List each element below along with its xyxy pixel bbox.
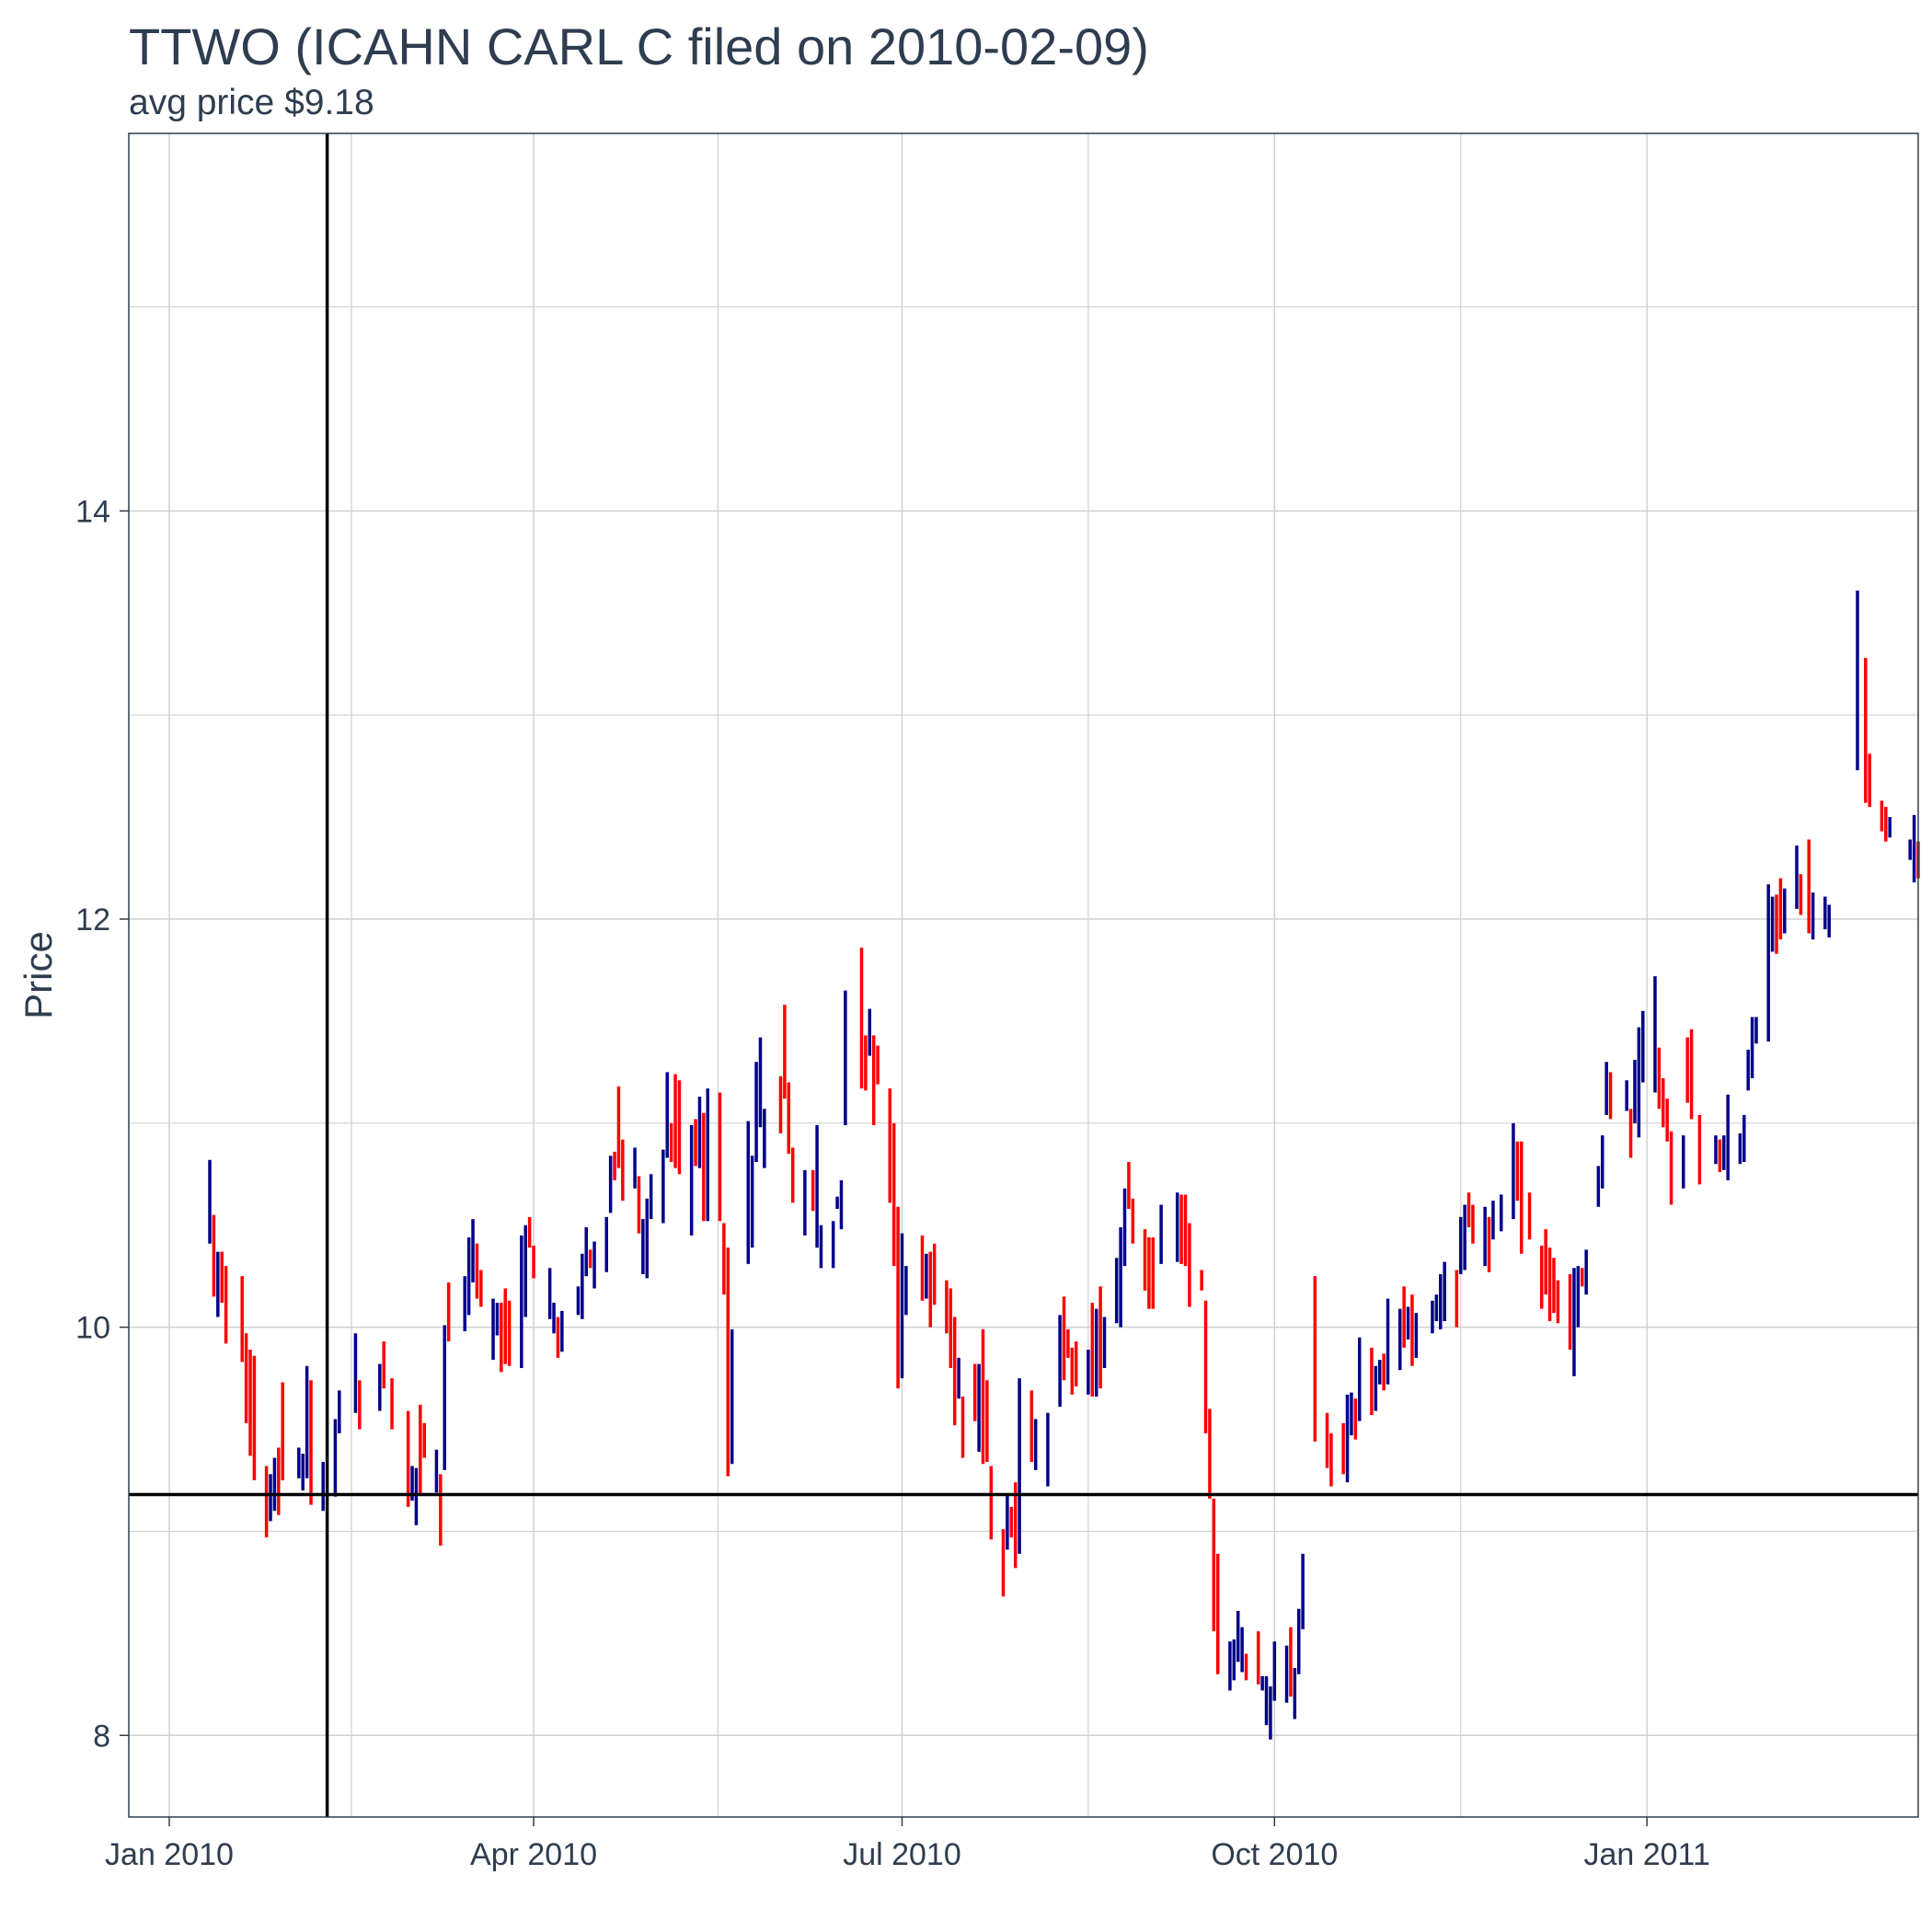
chart-title: TTWO (ICAHN CARL C filed on 2010-02-09) [129, 17, 1149, 75]
x-tick-label-0: Jan 2010 [105, 1837, 234, 1872]
chart-subtitle: avg price $9.18 [129, 83, 374, 122]
y-tick-label-0: 8 [93, 1719, 110, 1754]
y-tick-label-2: 12 [75, 903, 110, 937]
y-axis-title: Price [17, 931, 60, 1019]
y-axis: 8 10 12 14 [75, 494, 129, 1754]
x-tick-label-4: Jan 2011 [1583, 1837, 1709, 1872]
panel-border [128, 132, 1919, 1818]
x-tick-label-2: Jul 2010 [843, 1837, 961, 1872]
x-axis: Jan 2010 Apr 2010 Jul 2010 Oct 2010 Jan 2011 [105, 1817, 1710, 1872]
price-bars [208, 590, 1920, 1740]
grid-layer [129, 133, 1918, 1817]
reference-lines [129, 133, 1918, 1817]
x-tick-label-1: Apr 2010 [470, 1837, 597, 1872]
y-tick-label-3: 14 [75, 494, 110, 529]
x-tick-label-3: Oct 2010 [1211, 1837, 1338, 1872]
y-tick-label-1: 10 [75, 1311, 110, 1346]
